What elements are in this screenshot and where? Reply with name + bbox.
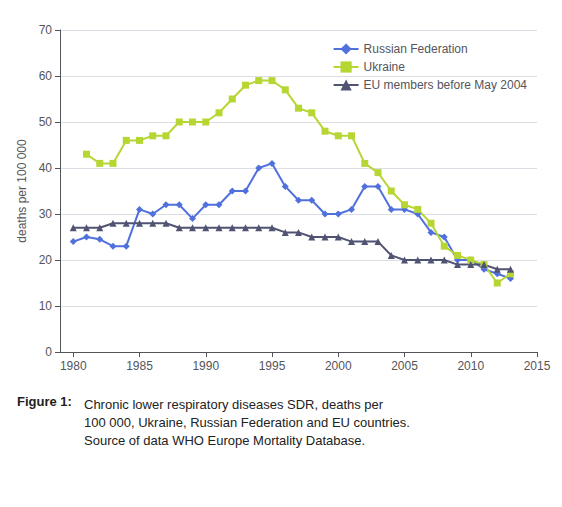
svg-text:60: 60	[39, 69, 53, 83]
svg-text:Russian Federation: Russian Federation	[364, 42, 468, 56]
svg-text:2000: 2000	[325, 359, 352, 373]
svg-text:2005: 2005	[391, 359, 418, 373]
svg-text:Source of data WHO Europe Mort: Source of data WHO Europe Mortality Data…	[84, 433, 365, 448]
svg-text:10: 10	[39, 299, 53, 313]
svg-text:70: 70	[39, 23, 53, 37]
svg-text:20: 20	[39, 253, 53, 267]
svg-text:0: 0	[45, 345, 52, 359]
svg-text:deaths per 100 000: deaths per 100 000	[15, 139, 29, 243]
svg-text:EU members before May 2004: EU members before May 2004	[364, 78, 528, 92]
svg-text:1980: 1980	[60, 359, 87, 373]
svg-text:1995: 1995	[259, 359, 286, 373]
svg-text:Chronic lower respiratory dise: Chronic lower respiratory diseases SDR, …	[84, 397, 384, 412]
svg-text:2015: 2015	[524, 359, 551, 373]
svg-text:2010: 2010	[457, 359, 484, 373]
svg-text:Ukraine: Ukraine	[364, 60, 406, 74]
svg-text:1985: 1985	[126, 359, 153, 373]
svg-text:1990: 1990	[192, 359, 219, 373]
svg-text:50: 50	[39, 115, 53, 129]
svg-text:Figure 1:: Figure 1:	[17, 394, 72, 409]
svg-text:30: 30	[39, 207, 53, 221]
svg-text:100 000, Ukraine, Russian Fede: 100 000, Ukraine, Russian Federation and…	[84, 415, 410, 430]
svg-text:40: 40	[39, 161, 53, 175]
